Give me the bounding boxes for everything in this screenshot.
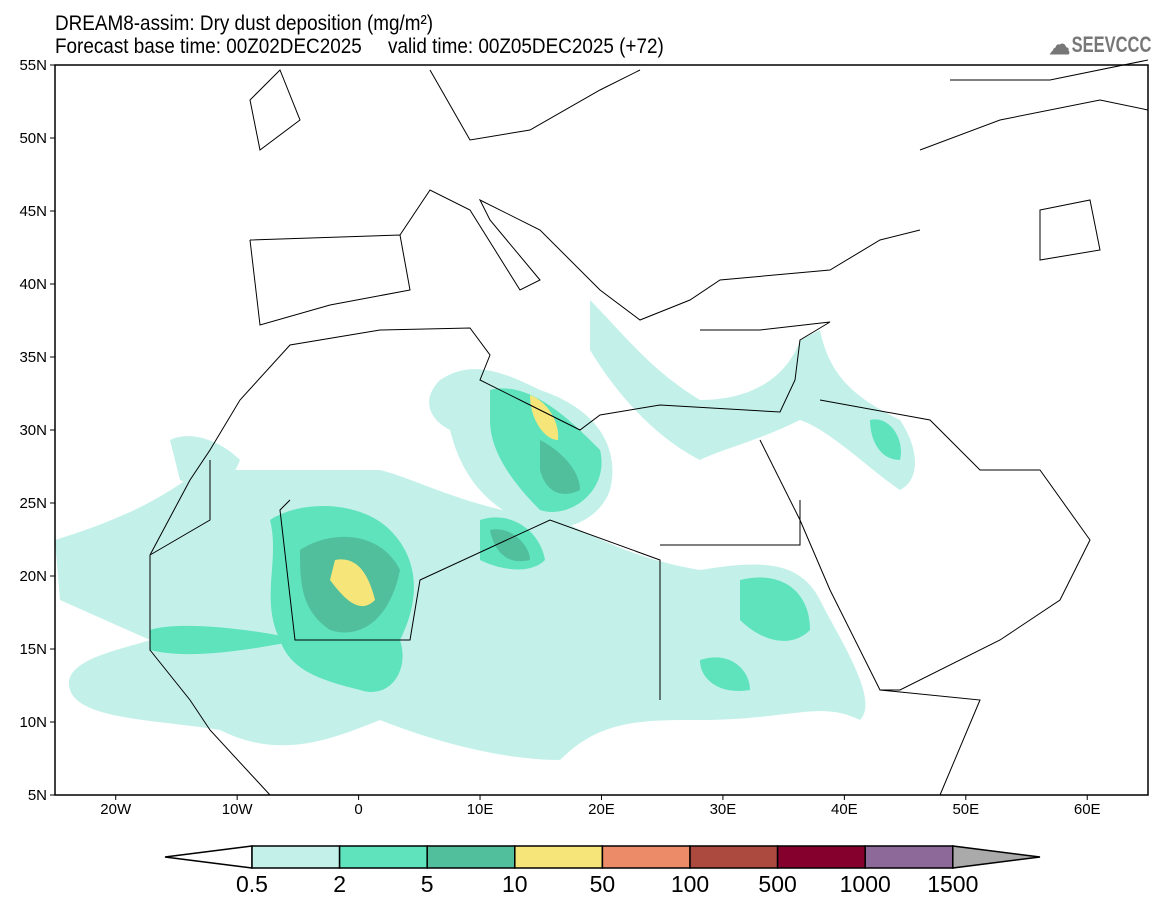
colorbar-swatch [514, 845, 604, 869]
dust-contour [330, 559, 375, 607]
coastline [149, 321, 831, 556]
dust-contour [700, 657, 750, 691]
coastlines [149, 59, 1149, 796]
lon-label: 10W [222, 801, 254, 818]
dust-deposition-fill [55, 300, 915, 760]
lon-label: 20E [588, 801, 615, 818]
coastline [919, 99, 1149, 151]
lat-label: 10N [19, 714, 47, 731]
lon-label: 30E [710, 801, 737, 818]
logo-text: SEEVCCC [1071, 31, 1151, 57]
dust-contour [740, 577, 810, 641]
colorbar-label: 1500 [927, 871, 978, 897]
dust-contour [150, 625, 300, 655]
coastline [950, 59, 1149, 81]
colorbar-label: 5 [421, 871, 434, 897]
colorbar-label: 500 [758, 871, 796, 897]
coastline [149, 555, 271, 796]
lon-label: 40E [831, 801, 858, 818]
forecast-times: Forecast base time: 00Z02DEC2025 valid t… [55, 35, 664, 58]
dust-contour [870, 419, 901, 460]
lon-label: 0 [354, 801, 362, 818]
dust-contour [55, 470, 866, 760]
colorbar-swatch [864, 845, 954, 869]
colorbar: 0.5 2 5 10 50 100 500 1000 1500 [164, 845, 1041, 897]
dust-contour [170, 436, 240, 486]
colorbar-swatch [776, 845, 866, 869]
lat-label: 30N [19, 422, 47, 439]
lat-label: 5N [28, 787, 47, 804]
dust-contour [530, 395, 559, 440]
colorbar-label: 2 [333, 871, 346, 897]
colorbar-under-arrow [164, 845, 253, 869]
coastline [249, 69, 301, 151]
lat-label: 40N [19, 276, 47, 293]
lon-label: 50E [952, 801, 979, 818]
colorbar-label: 0.5 [236, 871, 268, 897]
colorbar-label: 1000 [840, 871, 891, 897]
colorbar-label: 50 [590, 871, 616, 897]
lat-label: 20N [19, 568, 47, 585]
dust-contour [590, 300, 915, 490]
colorbar-swatch [251, 845, 341, 869]
lat-label: 55N [19, 57, 47, 74]
colorbar-swatch [426, 845, 516, 869]
lat-label: 45N [19, 203, 47, 220]
colorbar-swatch [338, 845, 428, 869]
dust-contour [490, 529, 530, 562]
seevccc-logo: ☁ SEEVCCC [1049, 28, 1151, 61]
lat-label: 15N [19, 641, 47, 658]
colorbar-swatch [601, 845, 691, 869]
coastline [759, 439, 981, 796]
map-title: DREAM8-assim: Dry dust deposition (mg/m²… [55, 12, 434, 35]
lon-label: 60E [1074, 801, 1101, 818]
coastline [399, 189, 921, 321]
colorbar-swatch [689, 845, 779, 869]
cloud-icon: ☁ [1048, 29, 1070, 60]
coastline [429, 69, 641, 141]
lat-label: 35N [19, 349, 47, 366]
colorbar-label: 10 [502, 871, 528, 897]
coastline [1039, 199, 1101, 261]
lon-label: 20W [100, 801, 132, 818]
coastline [279, 499, 661, 700]
dust-contour [540, 440, 580, 494]
coastline [249, 234, 411, 326]
lat-label: 25N [19, 495, 47, 512]
coastline [660, 500, 801, 546]
lat-label: 50N [19, 130, 47, 147]
lon-label: 10E [467, 801, 494, 818]
coastline [149, 460, 211, 556]
coastline [819, 399, 1091, 691]
colorbar-label: 100 [671, 871, 709, 897]
colorbar-over-arrow [952, 845, 1041, 869]
